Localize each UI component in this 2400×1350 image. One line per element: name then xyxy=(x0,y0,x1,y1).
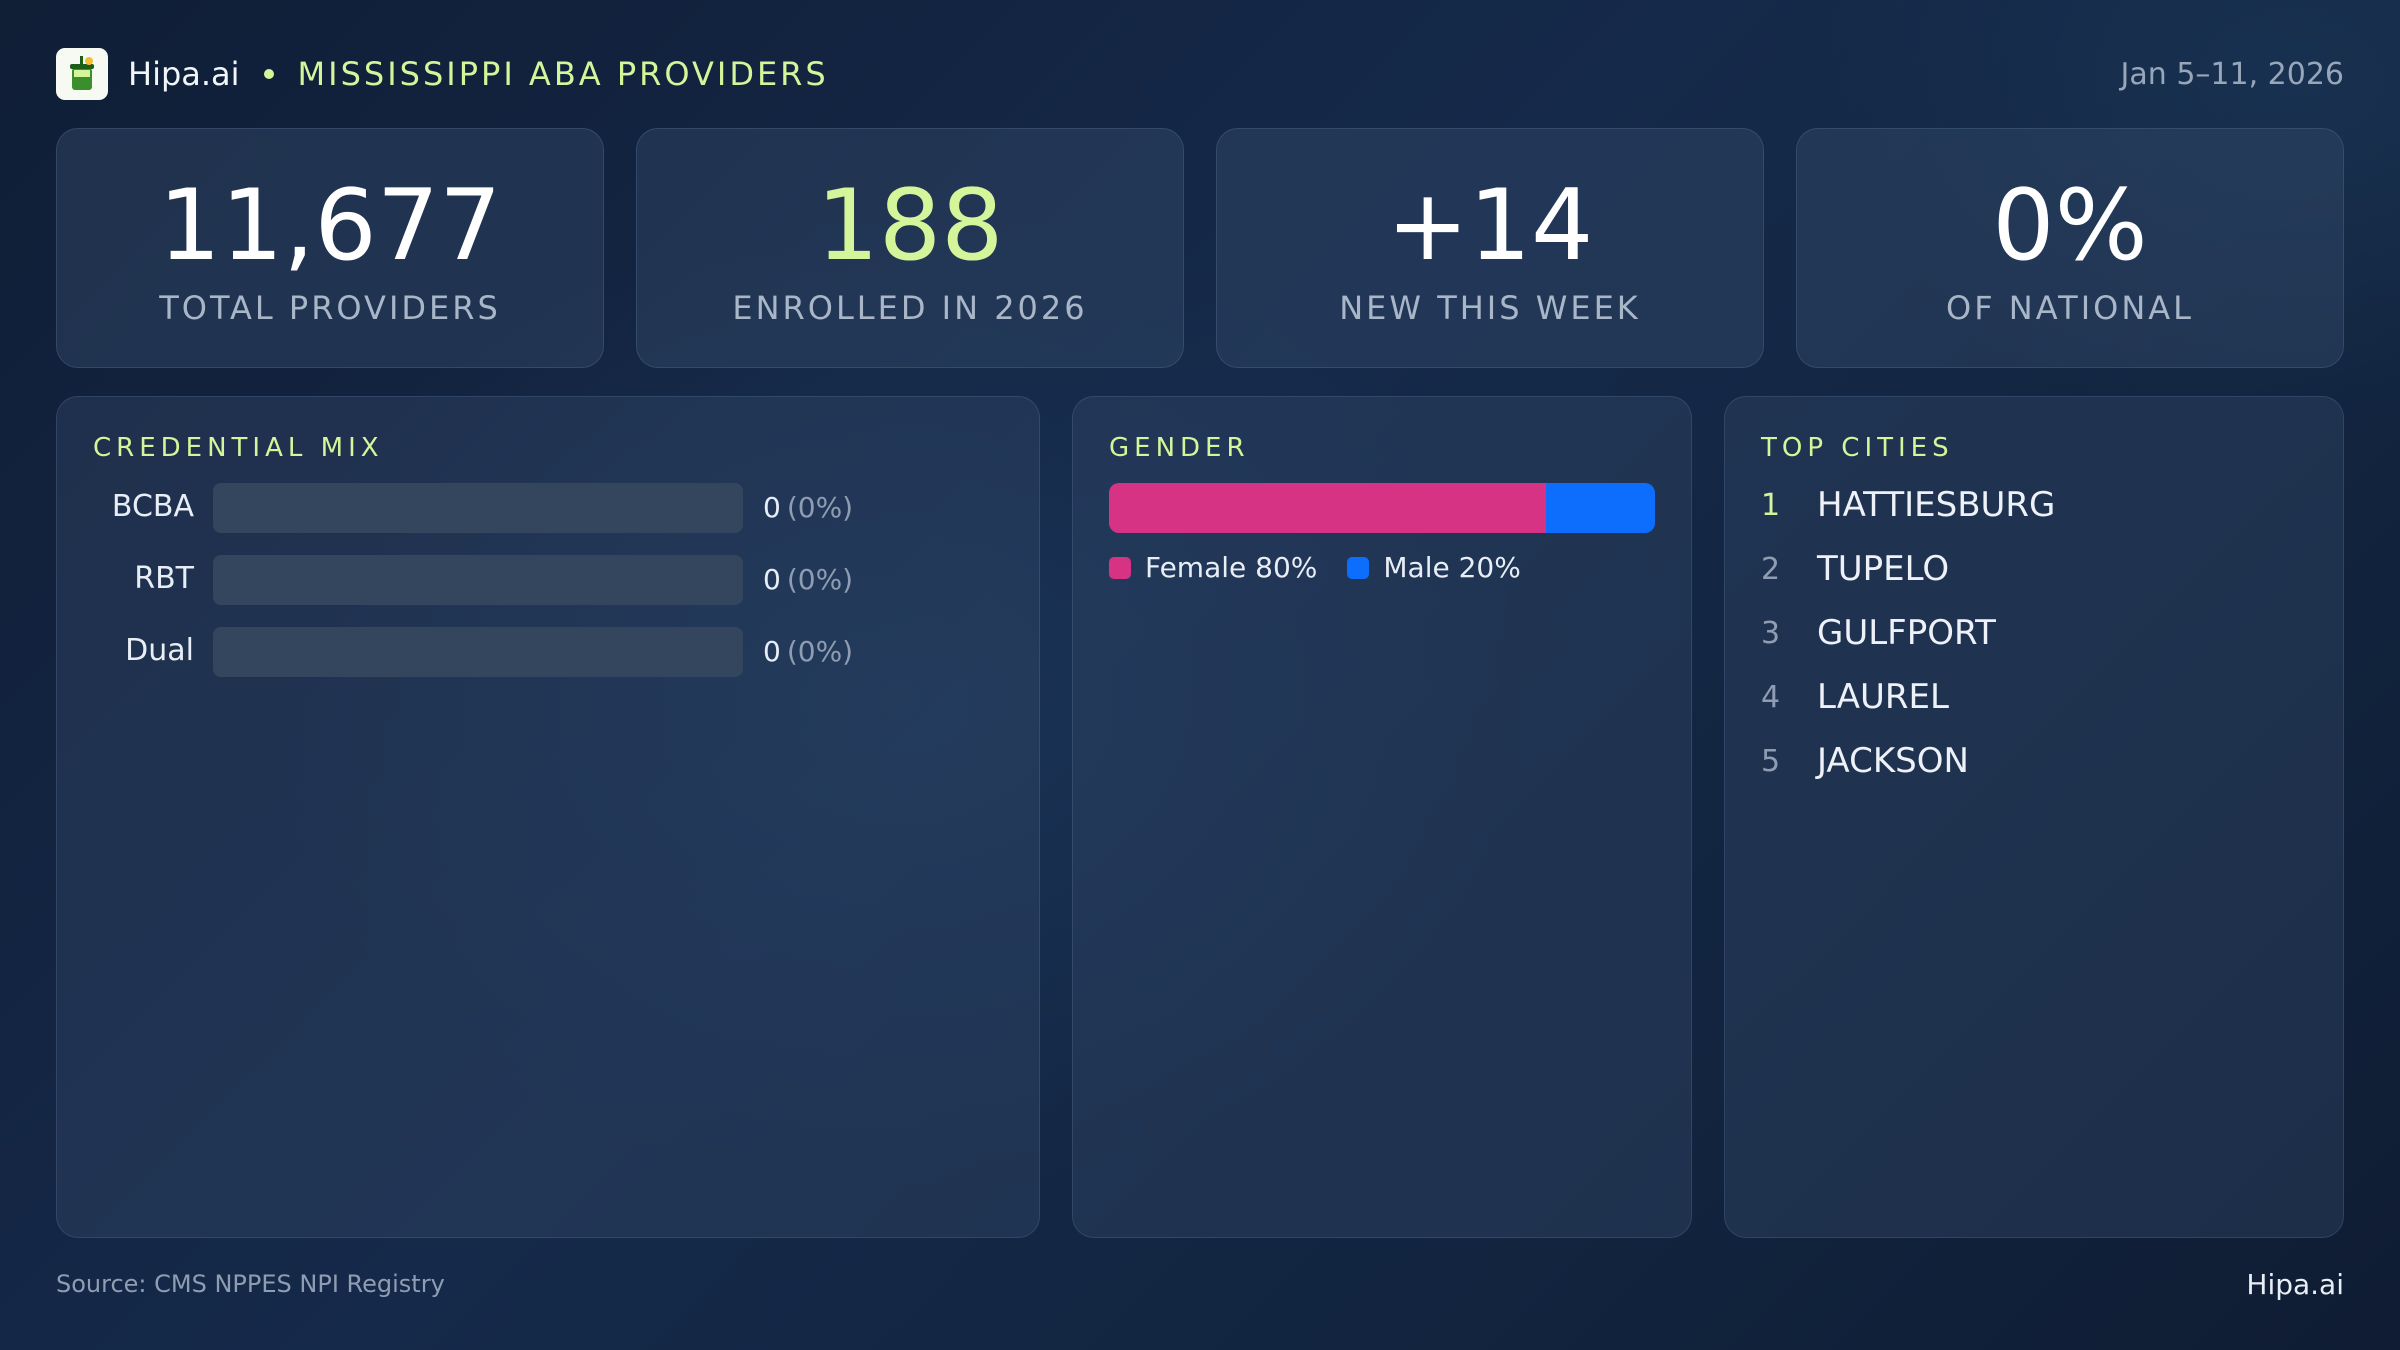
source-note: Source: CMS NPPES NPI Registry xyxy=(56,1270,445,1298)
kpi-value: +14 xyxy=(1386,169,1594,283)
gender-bar-male xyxy=(1545,483,1655,533)
date-range: Jan 5–11, 2026 xyxy=(2120,56,2344,92)
city-rank: 4 xyxy=(1761,679,1781,715)
credential-mix-panel: CREDENTIAL MIX BCBA 0 (0%) RBT 0 (0%) Dual… xyxy=(56,396,1040,1238)
kpi-card-of-national: 0% OF NATIONAL xyxy=(1796,128,2344,368)
brand-name: Hipa.ai xyxy=(128,55,240,93)
city-item: 4 LAUREL xyxy=(1761,675,1949,719)
legend-item-male: Male 20% xyxy=(1347,551,1521,584)
city-item: 1 HATTIESBURG xyxy=(1761,483,2055,527)
city-name: JACKSON xyxy=(1817,741,1969,781)
city-rank: 5 xyxy=(1761,743,1781,779)
credential-label: BCBA xyxy=(111,489,194,524)
legend-label-female: Female 80% xyxy=(1145,551,1318,584)
credential-label: Dual xyxy=(125,633,194,668)
kpi-label: NEW THIS WEEK xyxy=(1339,289,1641,327)
city-rank: 2 xyxy=(1761,551,1781,587)
city-name: TUPELO xyxy=(1817,549,1950,589)
gender-bar-female xyxy=(1109,483,1546,533)
kpi-card-new-this-week: +14 NEW THIS WEEK xyxy=(1216,128,1764,368)
report-title: MISSISSIPPI ABA PROVIDERS xyxy=(297,55,829,93)
credential-count: 0 (0%) xyxy=(763,491,854,524)
legend-swatch-female xyxy=(1109,556,1131,579)
city-item: 3 GULFPORT xyxy=(1761,611,1996,655)
credential-row-rbt: RBT 0 (0%) xyxy=(57,555,1039,605)
kpi-label: ENROLLED IN 2026 xyxy=(732,289,1088,327)
kpi-card-enrolled: 188 ENROLLED IN 2026 xyxy=(636,128,1184,368)
kpi-row: 11,677 TOTAL PROVIDERS 188 ENROLLED IN 2… xyxy=(56,128,2344,368)
city-name: GULFPORT xyxy=(1817,613,1996,653)
legend-item-female: Female 80% xyxy=(1109,551,1317,584)
city-name: LAUREL xyxy=(1817,677,1949,717)
credential-row-dual: Dual 0 (0%) xyxy=(57,627,1039,677)
city-name: HATTIESBURG xyxy=(1817,485,2056,525)
credential-label: RBT xyxy=(134,561,194,596)
gender-panel: GENDER Female 80% Male 20% xyxy=(1072,396,1692,1238)
kpi-value: 0% xyxy=(1992,169,2148,283)
separator-dot xyxy=(263,69,274,79)
footer-brand: Hipa.ai xyxy=(2246,1268,2344,1301)
kpi-card-total-providers: 11,677 TOTAL PROVIDERS xyxy=(56,128,604,368)
top-cities-panel: TOP CITIES 1 HATTIESBURG 2 TUPELO 3 GULF… xyxy=(1724,396,2344,1238)
gender-stacked-bar xyxy=(1109,483,1655,533)
city-item: 5 JACKSON xyxy=(1761,739,1969,783)
city-rank: 3 xyxy=(1761,615,1781,651)
gender-legend: Female 80% Male 20% xyxy=(1109,551,1551,584)
drink-cup-icon xyxy=(56,48,108,100)
credential-bar-track xyxy=(213,555,743,605)
panel-title: GENDER xyxy=(1109,433,1250,463)
credential-bar-track xyxy=(213,483,743,533)
header: Hipa.ai MISSISSIPPI ABA PROVIDERS Jan 5–… xyxy=(56,46,2344,102)
credential-bar-track xyxy=(213,627,743,677)
city-item: 2 TUPELO xyxy=(1761,547,1949,591)
kpi-value: 11,677 xyxy=(158,169,502,283)
kpi-label: OF NATIONAL xyxy=(1946,289,2194,327)
legend-label-male: Male 20% xyxy=(1383,551,1521,584)
city-rank: 1 xyxy=(1761,487,1781,523)
kpi-label: TOTAL PROVIDERS xyxy=(159,289,501,327)
credential-row-bcba: BCBA 0 (0%) xyxy=(57,483,1039,533)
panel-title: TOP CITIES xyxy=(1761,433,1954,463)
legend-swatch-male xyxy=(1347,556,1370,579)
credential-count: 0 (0%) xyxy=(763,635,854,668)
panel-title: CREDENTIAL MIX xyxy=(93,433,384,463)
credential-count: 0 (0%) xyxy=(763,563,854,596)
kpi-value: 188 xyxy=(816,169,1004,283)
